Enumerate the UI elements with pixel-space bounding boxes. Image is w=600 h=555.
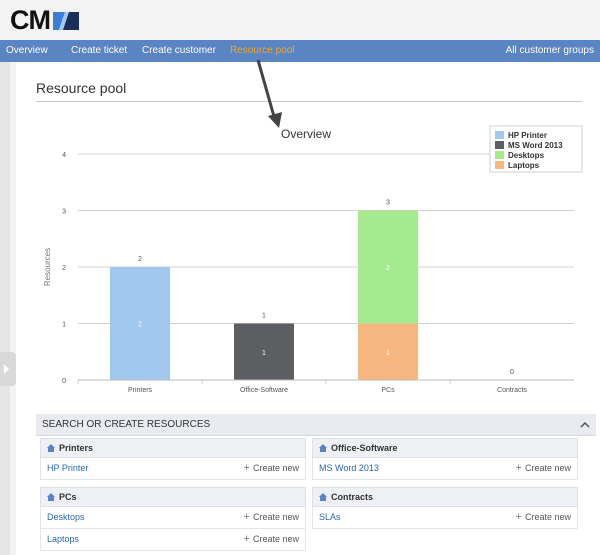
bar-segment (358, 210, 418, 324)
main-content: Resource pool Overview 0 1 2 3 4 Resources Prin… (16, 62, 600, 555)
resource-group-header: Office-Software (312, 438, 578, 458)
legend-label: HP Printer (508, 131, 547, 140)
overview-chart: Overview 0 1 2 3 4 Resources Printers 2 2 Office-S… (43, 125, 583, 394)
bar-data-label: 1 (386, 350, 390, 357)
resource-link-hp-printer[interactable]: HP Printer (47, 463, 89, 473)
y-tick-label: 3 (62, 209, 66, 216)
search-section-title: SEARCH OR CREATE RESOURCES (42, 419, 211, 430)
y-tick-label: 4 (62, 152, 66, 159)
plus-icon: + (243, 510, 250, 523)
page-title: Resource pool (36, 80, 127, 96)
resource-group-office-software: Office-Software MS Word 2013 + Create new (312, 438, 578, 480)
main-nav: Overview Create ticket Create customer R… (0, 40, 600, 62)
create-new-button[interactable]: + Create new (243, 532, 299, 545)
plus-icon: + (515, 510, 522, 523)
legend-label: MS Word 2013 (508, 141, 563, 150)
nav-create-customer[interactable]: Create customer (142, 45, 216, 56)
logo-bar: CM (0, 0, 600, 40)
resource-group-contracts: Contracts SLAs + Create new (312, 487, 578, 529)
bar-total-label: 2 (138, 256, 142, 263)
create-new-label: Create new (252, 512, 299, 522)
x-tick-label: Office-Software (240, 387, 288, 394)
create-new-label: Create new (524, 463, 571, 473)
x-tick-label: Contracts (497, 387, 527, 394)
sidebar-toggle[interactable] (0, 352, 16, 386)
legend-swatch (495, 141, 504, 149)
resource-row: SLAs + Create new (312, 507, 578, 529)
search-section-header[interactable]: SEARCH OR CREATE RESOURCES (36, 414, 596, 436)
chevron-right-icon (4, 364, 9, 374)
resource-group-pcs: PCs Desktops + Create new Laptops + Create… (40, 487, 306, 551)
nav-create-ticket[interactable]: Create ticket (71, 45, 128, 56)
legend-label: Laptops (508, 161, 540, 170)
resource-group-printers: Printers HP Printer + Create new (40, 438, 306, 480)
resource-row: Desktops + Create new (40, 507, 306, 529)
resource-group-title: PCs (59, 492, 77, 502)
nav-overview[interactable]: Overview (6, 45, 48, 56)
create-new-button[interactable]: + Create new (515, 461, 571, 474)
app-logo[interactable]: CM (10, 6, 79, 34)
plus-icon: + (243, 532, 250, 545)
x-tick-label: Printers (128, 387, 153, 394)
create-new-label: Create new (524, 512, 571, 522)
resource-link-laptops[interactable]: Laptops (47, 534, 80, 544)
create-new-button[interactable]: + Create new (243, 461, 299, 474)
home-icon (319, 444, 327, 452)
bar-total-label: 0 (510, 369, 514, 376)
bar-total-label: 1 (262, 313, 266, 320)
legend-swatch (495, 161, 504, 169)
resource-row: MS Word 2013 + Create new (312, 458, 578, 480)
home-icon (47, 444, 55, 452)
resource-group-title: Contracts (331, 492, 374, 502)
resource-group-header: Contracts (312, 487, 578, 507)
logo-mark-icon (53, 12, 79, 30)
chart-title: Overview (281, 127, 331, 141)
title-divider (36, 101, 582, 102)
create-new-label: Create new (252, 463, 299, 473)
resource-group-header: Printers (40, 438, 306, 458)
create-new-button[interactable]: + Create new (243, 510, 299, 523)
resource-link-slas[interactable]: SLAs (319, 512, 341, 522)
home-icon (319, 493, 327, 501)
resource-group-title: Office-Software (331, 443, 398, 453)
chevron-up-icon[interactable] (580, 420, 590, 430)
create-new-label: Create new (252, 534, 299, 544)
create-new-button[interactable]: + Create new (515, 510, 571, 523)
resource-row: Laptops + Create new (40, 529, 306, 551)
bar-segment (234, 323, 294, 380)
y-axis-label: Resources (43, 248, 52, 286)
plus-icon: + (243, 461, 250, 474)
legend-swatch (495, 151, 504, 159)
bar-data-label: 2 (138, 322, 142, 329)
resource-group-title: Printers (59, 443, 94, 453)
resource-row: HP Printer + Create new (40, 458, 306, 480)
resource-link-desktops[interactable]: Desktops (47, 512, 85, 522)
bar-data-label: 2 (386, 265, 390, 272)
bar-segment (110, 267, 170, 380)
left-sidebar-strip (0, 62, 10, 555)
y-tick-label: 0 (62, 378, 66, 385)
x-tick-label: PCs (381, 387, 395, 394)
legend-label: Desktops (508, 151, 545, 160)
resource-group-header: PCs (40, 487, 306, 507)
plus-icon: + (515, 461, 522, 474)
bar-segment (358, 323, 418, 380)
bar-data-label: 1 (262, 350, 266, 357)
nav-customer-groups[interactable]: All customer groups (505, 45, 594, 56)
legend-swatch (495, 131, 504, 139)
bar-total-label: 3 (386, 200, 390, 207)
legend-box (489, 125, 583, 173)
nav-resource-pool[interactable]: Resource pool (230, 45, 295, 56)
y-tick-label: 1 (62, 322, 66, 329)
home-icon (47, 493, 55, 501)
logo-text: CM (10, 5, 51, 35)
y-tick-label: 2 (62, 265, 66, 272)
resource-link-ms-word-2013[interactable]: MS Word 2013 (319, 463, 379, 473)
